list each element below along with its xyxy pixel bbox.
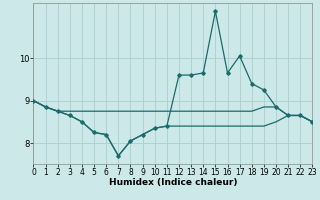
X-axis label: Humidex (Indice chaleur): Humidex (Indice chaleur) bbox=[109, 178, 237, 187]
